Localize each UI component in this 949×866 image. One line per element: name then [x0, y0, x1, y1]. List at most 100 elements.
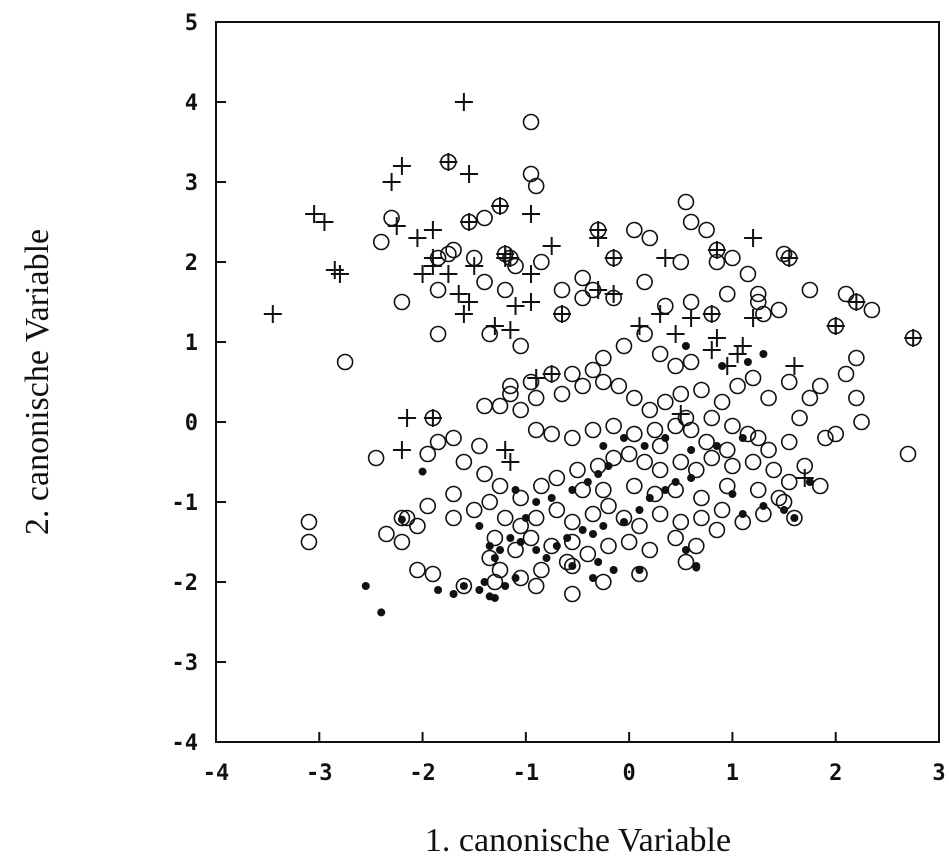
- data-point-dot: [661, 486, 670, 494]
- data-point-plus: [413, 265, 432, 283]
- data-point-dot: [475, 522, 484, 530]
- data-point-dot: [738, 434, 747, 442]
- data-point-dot: [743, 358, 752, 366]
- data-point-dot: [475, 586, 484, 594]
- data-point-dot: [759, 502, 768, 510]
- data-point-dot: [485, 592, 494, 601]
- data-point-plus: [656, 249, 675, 267]
- data-point-circle: [729, 377, 746, 395]
- data-point-circle: [677, 193, 695, 211]
- data-point-dot: [532, 498, 541, 506]
- data-point-circle: [336, 353, 354, 371]
- data-point-plus: [702, 341, 721, 359]
- data-point-circle: [724, 417, 741, 435]
- data-point-circle: [646, 421, 664, 439]
- data-point-circle: [476, 397, 493, 415]
- data-point-circle: [760, 389, 777, 407]
- data-point-circle: [718, 285, 736, 303]
- data-point-circle: [605, 449, 622, 467]
- y-tick-label: 2: [185, 251, 198, 276]
- axis-ticks: -4 -3 -2 -1 0 1 2 3 -4 -3 -2 -1 0 1 2 3 4 5: [172, 11, 946, 786]
- data-point-circle: [522, 113, 540, 131]
- data-point-circle: [708, 253, 726, 271]
- data-point-dot: [496, 546, 505, 554]
- data-point-circle: [770, 489, 788, 507]
- data-point-circle: [584, 505, 602, 523]
- data-point-circle: [687, 461, 705, 479]
- x-tick-label: 2: [829, 761, 842, 786]
- x-tick-label: -4: [203, 761, 230, 786]
- data-point-circle: [713, 501, 731, 519]
- data-point-plus: [785, 357, 804, 375]
- data-point-circle: [393, 509, 411, 527]
- data-point-circle: [605, 289, 622, 307]
- data-point-circle-plus: [904, 329, 923, 347]
- data-point-circle: [724, 457, 741, 475]
- data-point-circle-plus: [553, 305, 572, 323]
- data-point-circle: [615, 337, 633, 355]
- data-point-circle: [600, 497, 617, 515]
- data-point-circle: [626, 425, 643, 443]
- data-point-circle: [491, 477, 509, 495]
- data-point-plus: [330, 265, 349, 283]
- data-point-plus: [666, 325, 685, 343]
- data-point-circle: [641, 401, 659, 419]
- data-point-plus: [733, 337, 752, 355]
- data-point-circle: [533, 477, 550, 495]
- data-point-circle: [672, 253, 690, 271]
- data-point-dot: [635, 566, 644, 574]
- data-point-dot: [506, 534, 515, 542]
- data-point-circle: [424, 565, 442, 583]
- data-point-dot: [485, 542, 494, 550]
- data-point-dot: [718, 362, 727, 370]
- data-point-circle: [455, 453, 473, 471]
- data-point-circle: [739, 265, 757, 283]
- data-point-circle: [512, 337, 529, 355]
- data-point-plus: [408, 229, 427, 247]
- data-point-circle: [749, 285, 767, 303]
- data-point-dot: [434, 586, 443, 594]
- data-point-dot: [521, 514, 530, 522]
- data-point-plus: [454, 93, 473, 111]
- data-point-plus-part: [780, 249, 799, 267]
- data-point-circle: [476, 465, 493, 483]
- data-point-circle-plus: [707, 241, 726, 259]
- x-axis-label: 1. canonische Variable: [425, 822, 731, 859]
- data-point-circle: [899, 445, 917, 463]
- data-point-circle: [527, 389, 545, 407]
- data-point-dot: [583, 478, 592, 486]
- data-point-circle: [626, 389, 643, 407]
- data-point-dot: [563, 534, 572, 542]
- data-point-circle: [527, 421, 545, 439]
- data-point-dot: [681, 546, 690, 554]
- data-point-circle: [460, 213, 478, 231]
- data-point-circle: [564, 533, 581, 551]
- data-point-circle: [465, 501, 483, 519]
- data-point-circle: [667, 417, 684, 435]
- data-point-circle: [811, 377, 829, 395]
- data-point-circle: [760, 441, 777, 459]
- data-point-circle: [636, 325, 653, 343]
- data-point-dot: [687, 446, 696, 454]
- data-point-circle: [718, 477, 736, 495]
- data-point-circle: [672, 513, 690, 531]
- data-point-circle: [636, 273, 653, 291]
- data-point-circle: [682, 213, 700, 231]
- data-point-circle: [300, 513, 318, 531]
- data-point-circle: [564, 585, 581, 603]
- data-point-circle: [584, 361, 602, 379]
- y-tick-label: -3: [172, 651, 199, 676]
- y-tick-label: 0: [185, 411, 198, 436]
- data-point-circle: [471, 437, 488, 455]
- data-point-dot: [661, 434, 670, 442]
- data-point-circle: [419, 445, 437, 463]
- data-point-plus: [392, 441, 411, 459]
- data-point-dot: [552, 542, 561, 550]
- data-point-circle: [429, 281, 447, 299]
- data-point-plus: [522, 205, 541, 223]
- data-point-dot: [377, 608, 386, 617]
- data-point-circle: [564, 429, 581, 447]
- data-point-circle: [708, 521, 726, 539]
- data-point-circle: [667, 529, 684, 547]
- data-point-plus: [527, 369, 546, 387]
